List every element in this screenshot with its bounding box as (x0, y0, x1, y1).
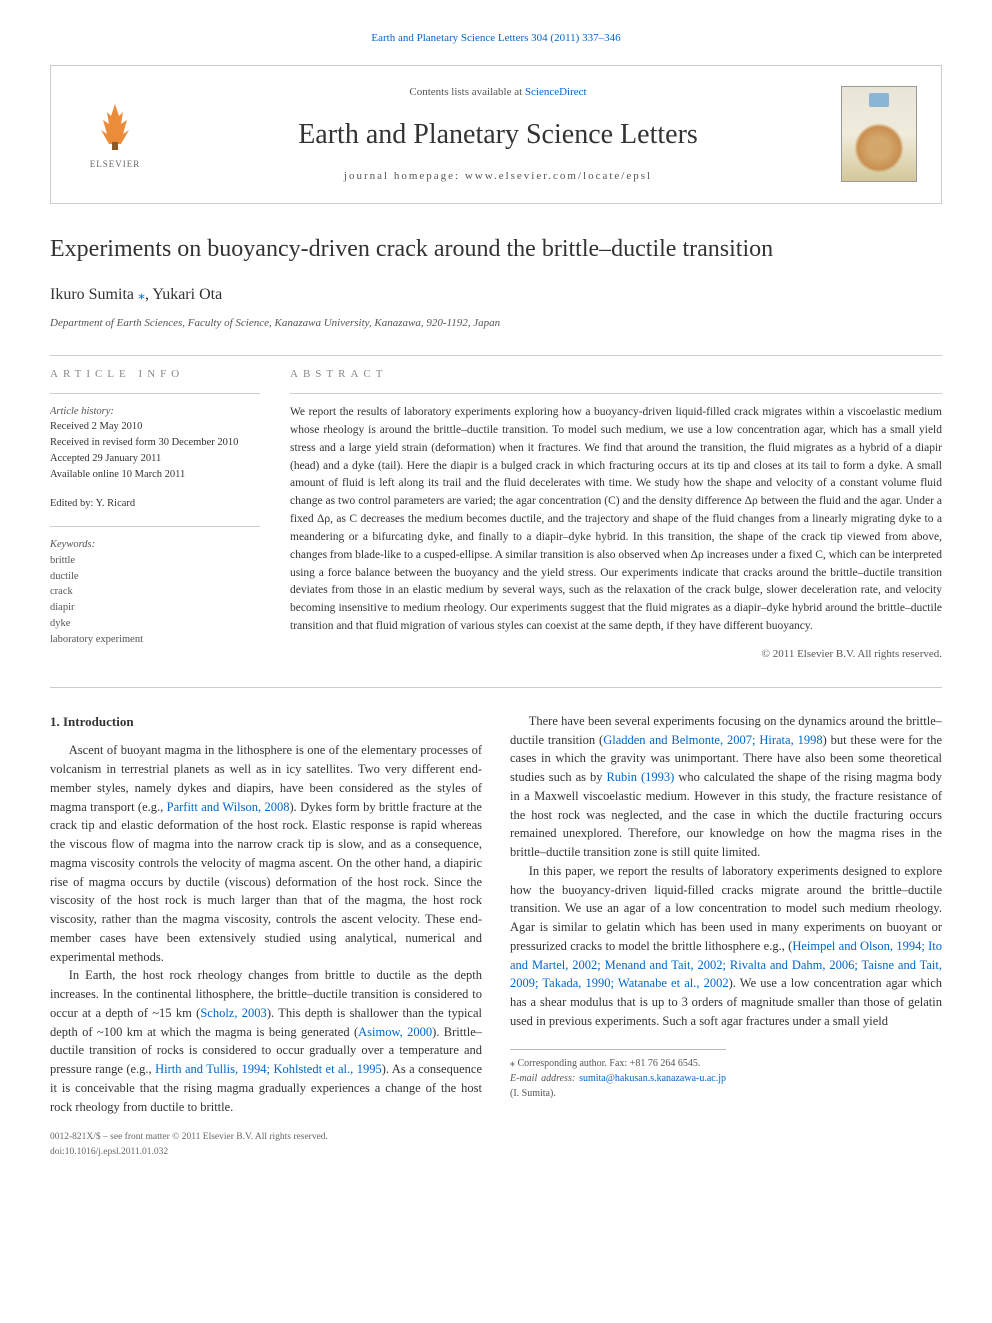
journal-issue-link[interactable]: Earth and Planetary Science Letters 304 … (371, 32, 620, 44)
accepted-date: Accepted 29 January 2011 (50, 451, 260, 467)
keywords-block: Keywords: brittle ductile crack diapir d… (50, 537, 260, 647)
article-title: Experiments on buoyancy-driven crack aro… (50, 234, 942, 265)
divider-top (50, 355, 942, 356)
divider-keywords (50, 526, 260, 527)
contents-available-line: Contents lists available at ScienceDirec… (155, 84, 841, 101)
publisher-name: ELSEVIER (90, 158, 141, 172)
sciencedirect-link[interactable]: ScienceDirect (525, 86, 587, 98)
paragraph-3: There have been several experiments focu… (510, 712, 942, 862)
meta-abstract-row: ARTICLE INFO Article history: Received 2… (50, 366, 942, 663)
divider-body (50, 687, 942, 688)
page-footer: 0012-821X/$ – see front matter © 2011 El… (50, 1130, 942, 1159)
corresponding-author-footnote: ⁎ Corresponding author. Fax: +81 76 264 … (510, 1049, 726, 1101)
divider-abstract (290, 393, 942, 394)
footer-copyright-line: 0012-821X/$ – see front matter © 2011 El… (50, 1130, 942, 1144)
top-journal-link: Earth and Planetary Science Letters 304 … (50, 30, 942, 47)
elsevier-tree-icon (85, 96, 145, 156)
article-info-column: ARTICLE INFO Article history: Received 2… (50, 366, 260, 663)
citation-scholz-2003[interactable]: Scholz, 2003 (200, 1006, 267, 1020)
journal-header-box: ELSEVIER Contents lists available at Sci… (50, 65, 942, 204)
keyword-4: diapir (50, 600, 260, 616)
email-person: (I. Sumita). (510, 1088, 556, 1099)
citation-parfitt-wilson-2008[interactable]: Parfitt and Wilson, 2008 (167, 800, 290, 814)
keyword-5: dyke (50, 616, 260, 632)
section-1-heading: 1. Introduction (50, 712, 482, 732)
online-date: Available online 10 March 2011 (50, 467, 260, 483)
corresp-fax-line: ⁎ Corresponding author. Fax: +81 76 264 … (510, 1056, 726, 1071)
abstract-copyright: © 2011 Elsevier B.V. All rights reserved… (290, 646, 942, 663)
journal-title: Earth and Planetary Science Letters (155, 114, 841, 156)
keyword-1: brittle (50, 553, 260, 569)
citation-hirth-kohlstedt[interactable]: Hirth and Tullis, 1994; Kohlstedt et al.… (155, 1062, 382, 1076)
email-label: E-mail address: (510, 1073, 575, 1084)
article-body-columns: 1. Introduction Ascent of buoyant magma … (50, 712, 942, 1117)
keyword-2: ductile (50, 569, 260, 585)
header-center: Contents lists available at ScienceDirec… (155, 84, 841, 185)
corresp-email-line: E-mail address: sumita@hakusan.s.kanazaw… (510, 1071, 726, 1101)
affiliation: Department of Earth Sciences, Faculty of… (50, 315, 942, 332)
journal-cover-thumbnail (841, 86, 917, 182)
received-date: Received 2 May 2010 (50, 419, 260, 435)
author-2: Yukari Ota (152, 286, 222, 303)
journal-homepage-line: journal homepage: www.elsevier.com/locat… (155, 168, 841, 185)
abstract-column: ABSTRACT We report the results of labora… (290, 366, 942, 663)
article-history-block: Article history: Received 2 May 2010 Rec… (50, 404, 260, 483)
corresponding-author-mark[interactable]: ⁎ (138, 288, 145, 303)
citation-gladden-hirata[interactable]: Gladden and Belmonte, 2007; Hirata, 1998 (603, 733, 822, 747)
paragraph-2: In Earth, the host rock rheology changes… (50, 966, 482, 1116)
keyword-3: crack (50, 584, 260, 600)
keyword-6: laboratory experiment (50, 632, 260, 648)
editor-line: Edited by: Y. Ricard (50, 496, 260, 512)
citation-asimow-2000[interactable]: Asimow, 2000 (358, 1025, 432, 1039)
footer-doi-line: doi:10.1016/j.epsl.2011.01.032 (50, 1145, 942, 1159)
article-info-heading: ARTICLE INFO (50, 366, 260, 383)
history-label: Article history: (50, 404, 260, 420)
editor-block: Edited by: Y. Ricard (50, 496, 260, 512)
paragraph-4: In this paper, we report the results of … (510, 862, 942, 1031)
p1-text-b: ). Dykes form by brittle fracture at the… (50, 800, 482, 964)
citation-rubin-1993[interactable]: Rubin (1993) (606, 770, 674, 784)
abstract-text: We report the results of laboratory expe… (290, 404, 942, 636)
corresp-email-link[interactable]: sumita@hakusan.s.kanazawa-u.ac.jp (579, 1073, 726, 1084)
contents-prefix: Contents lists available at (409, 86, 524, 98)
publisher-logo: ELSEVIER (75, 94, 155, 174)
paragraph-1: Ascent of buoyant magma in the lithosphe… (50, 741, 482, 966)
divider-meta (50, 393, 260, 394)
keywords-label: Keywords: (50, 537, 260, 553)
author-1: Ikuro Sumita (50, 286, 134, 303)
abstract-heading: ABSTRACT (290, 366, 942, 383)
author-list: Ikuro Sumita ⁎, Yukari Ota (50, 283, 942, 307)
revised-date: Received in revised form 30 December 201… (50, 435, 260, 451)
